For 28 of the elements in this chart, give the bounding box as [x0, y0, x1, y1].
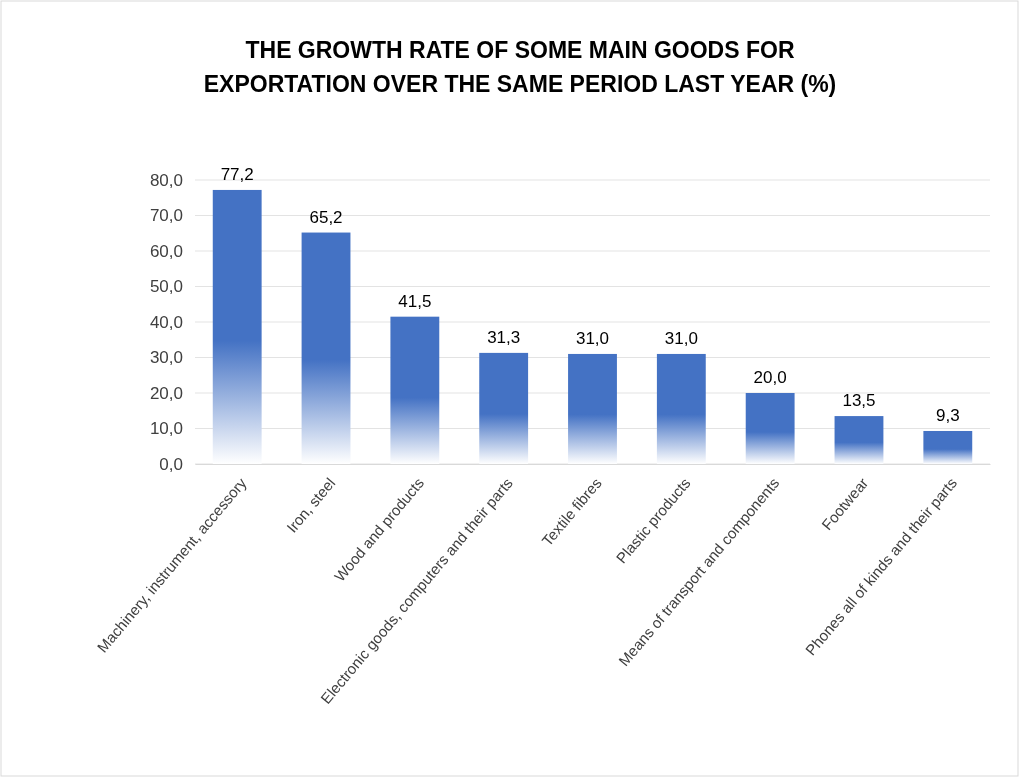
- data-label: 9,3: [935, 405, 960, 425]
- y-tick-label: 80,0: [149, 170, 183, 190]
- data-label: 20,0: [753, 368, 787, 387]
- data-label: 41,5: [398, 291, 432, 311]
- data-label: 77,2: [220, 164, 254, 184]
- bar: [656, 353, 706, 464]
- y-tick-label: 50,0: [149, 277, 183, 297]
- bar: [212, 189, 262, 464]
- data-label: 13,5: [842, 391, 876, 411]
- bar: [745, 393, 795, 464]
- y-tick-label: 10,0: [149, 419, 183, 439]
- bar: [834, 416, 884, 464]
- data-label: 31,0: [575, 328, 610, 348]
- data-label: 65,2: [309, 207, 343, 227]
- data-label: 31,3: [487, 327, 521, 347]
- chart-title: THE GROWTH RATE OF SOME MAIN GOODS FOR EXPORTATION OVER THE SAME PERIOD LAST YEAR (%): [203, 37, 837, 97]
- bar: [923, 430, 973, 464]
- bar: [568, 353, 617, 464]
- bar: [479, 352, 529, 464]
- y-tick-label: 20,0: [149, 383, 183, 403]
- data-label: 31,0: [664, 328, 698, 348]
- y-tick-label: 30,0: [149, 348, 183, 368]
- y-tick-label: 0,0: [159, 454, 183, 474]
- bar: [301, 232, 351, 464]
- y-tick-label: 60,0: [149, 241, 183, 261]
- y-tick-label: 70,0: [149, 206, 183, 226]
- bar: [390, 316, 440, 464]
- y-tick-label: 40,0: [149, 312, 183, 332]
